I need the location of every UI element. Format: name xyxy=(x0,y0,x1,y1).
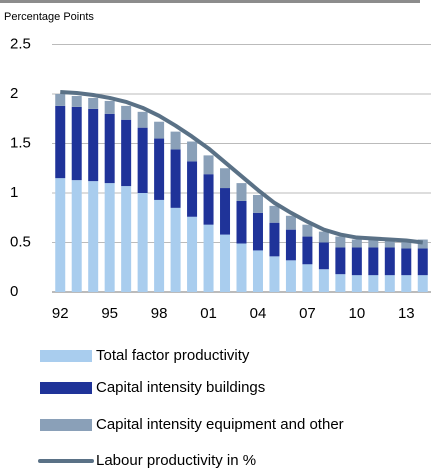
y-tick-label: 2 xyxy=(10,85,18,102)
x-tick-label: 10 xyxy=(349,305,366,322)
bar xyxy=(71,106,82,181)
legend-label: Labour productivity in % xyxy=(96,452,256,468)
bar xyxy=(137,193,148,292)
bar xyxy=(187,216,198,292)
bar xyxy=(121,105,132,120)
bar xyxy=(154,199,165,292)
bar xyxy=(88,97,99,109)
bar xyxy=(368,247,379,276)
x-tick-label: 01 xyxy=(200,305,217,322)
bar xyxy=(417,248,428,276)
bar xyxy=(302,264,313,292)
bar xyxy=(318,269,329,292)
top-rule xyxy=(0,0,420,3)
bar xyxy=(104,113,115,184)
bar xyxy=(187,141,198,162)
bar xyxy=(104,183,115,292)
bar xyxy=(335,236,346,248)
bar xyxy=(401,275,412,292)
bar xyxy=(384,275,395,292)
bar xyxy=(401,248,412,276)
bar xyxy=(55,105,66,179)
bar xyxy=(368,275,379,292)
bar xyxy=(236,243,247,292)
x-tick-label: 92 xyxy=(52,305,69,322)
bar xyxy=(236,200,247,244)
x-tick-label: 07 xyxy=(299,305,316,322)
bar xyxy=(384,239,395,248)
x-tick-label: 13 xyxy=(398,305,415,322)
line xyxy=(60,90,423,245)
legend-label: Capital intensity buildings xyxy=(96,379,265,396)
bar xyxy=(220,188,231,235)
bar xyxy=(285,229,296,261)
bar xyxy=(154,121,165,139)
bar xyxy=(318,231,329,243)
bar xyxy=(368,239,379,248)
bar xyxy=(351,239,362,248)
bar xyxy=(55,94,66,106)
bar xyxy=(285,260,296,292)
bar xyxy=(269,205,280,223)
bar xyxy=(269,222,280,257)
bar xyxy=(220,234,231,292)
bar xyxy=(351,247,362,276)
bar xyxy=(220,168,231,189)
bar xyxy=(187,161,198,217)
bar xyxy=(170,131,181,150)
bar xyxy=(252,212,263,251)
bar xyxy=(417,275,428,292)
bar xyxy=(285,215,296,230)
bar xyxy=(351,275,362,292)
bar xyxy=(252,250,263,292)
bar xyxy=(121,119,132,187)
bar xyxy=(335,274,346,292)
bar xyxy=(302,224,313,237)
bar xyxy=(88,108,99,182)
bar xyxy=(137,127,148,193)
bar xyxy=(170,149,181,208)
y-tick-label: 0.5 xyxy=(10,233,31,250)
bar xyxy=(318,242,329,270)
bar xyxy=(71,180,82,292)
bar xyxy=(137,111,148,128)
bar xyxy=(88,181,99,292)
legend-label: Capital intensity equipment and other xyxy=(96,416,344,433)
x-tick-label: 95 xyxy=(101,305,118,322)
y-tick-label: 1.5 xyxy=(10,134,31,151)
legend-swatch xyxy=(40,350,92,362)
legend-swatch xyxy=(40,419,92,431)
bar xyxy=(302,236,313,265)
bar xyxy=(417,239,428,249)
bar xyxy=(203,224,214,292)
bar xyxy=(203,155,214,175)
bar xyxy=(252,194,263,213)
y-tick-label: 2.5 xyxy=(10,35,31,52)
bar xyxy=(236,183,247,201)
bar xyxy=(401,240,412,249)
bar xyxy=(269,256,280,292)
legend-swatch xyxy=(40,382,92,394)
bar xyxy=(154,138,165,200)
bar xyxy=(384,247,395,276)
x-tick-label: 04 xyxy=(250,305,267,322)
bar xyxy=(121,186,132,292)
x-tick-label: 98 xyxy=(151,305,168,322)
bar xyxy=(71,95,82,107)
bar xyxy=(104,100,115,114)
legend-label: Total factor productivity xyxy=(96,347,250,364)
y-tick-label: 0 xyxy=(10,283,18,300)
y-tick-label: 1 xyxy=(10,184,18,201)
y-axis-label: Percentage Points xyxy=(4,11,94,23)
bar xyxy=(170,207,181,292)
bar xyxy=(55,178,66,292)
bar xyxy=(203,174,214,225)
bar xyxy=(335,247,346,275)
